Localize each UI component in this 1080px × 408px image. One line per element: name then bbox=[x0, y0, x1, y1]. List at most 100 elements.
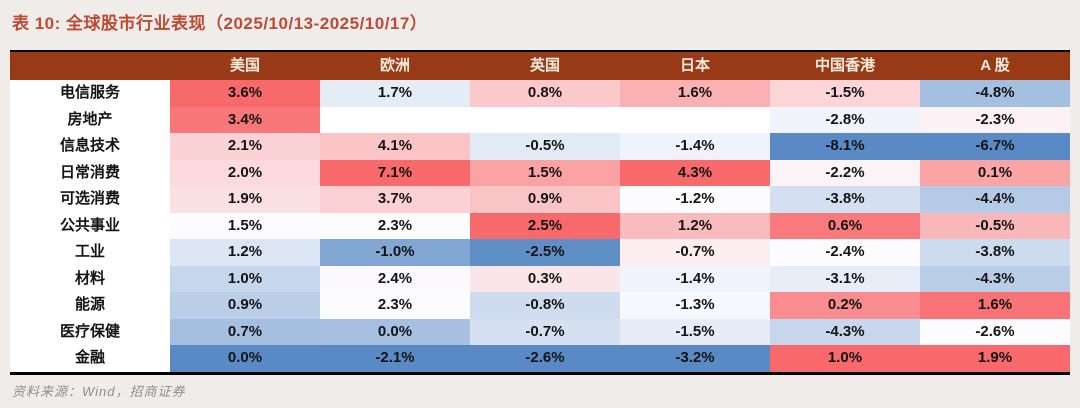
value-cell: 2.1% bbox=[170, 133, 320, 160]
value-cell: 2.3% bbox=[320, 212, 470, 239]
sector-label: 工业 bbox=[10, 239, 170, 266]
value-cell: -0.5% bbox=[920, 212, 1070, 239]
table-body: 电信服务 3.6% 1.7% 0.8% 1.6% -1.5% -4.8% 房地产 3.4% -2.… bbox=[10, 80, 1070, 372]
value-cell: -2.1% bbox=[320, 345, 470, 372]
value-cell: 0.3% bbox=[470, 265, 620, 292]
value-cell: -1.5% bbox=[770, 80, 920, 107]
value-cell: 3.7% bbox=[320, 186, 470, 213]
value-cell: -4.8% bbox=[920, 80, 1070, 107]
value-cell: -1.2% bbox=[620, 186, 770, 213]
table-row: 公共事业 1.5% 2.3% 2.5% 1.2% 0.6% -0.5% bbox=[10, 212, 1070, 239]
value-cell: -3.1% bbox=[770, 265, 920, 292]
value-cell: 1.7% bbox=[320, 80, 470, 107]
value-cell bbox=[620, 106, 770, 133]
value-cell: 0.8% bbox=[470, 80, 620, 107]
value-cell: -4.3% bbox=[920, 265, 1070, 292]
value-cell: -1.4% bbox=[620, 133, 770, 160]
table-row: 医疗保健 0.7% 0.0% -0.7% -1.5% -4.3% -2.6% bbox=[10, 318, 1070, 345]
table-row: 材料 1.0% 2.4% 0.3% -1.4% -3.1% -4.3% bbox=[10, 265, 1070, 292]
sector-performance-table: 美国 欧洲 英国 日本 中国香港 A 股 电信服务 3.6% 1.7% 0.8% 1.6% -1.5… bbox=[10, 50, 1070, 375]
value-cell: 1.6% bbox=[920, 292, 1070, 319]
value-cell: -2.2% bbox=[770, 159, 920, 186]
value-cell: -3.2% bbox=[620, 345, 770, 372]
value-cell bbox=[470, 106, 620, 133]
value-cell: -1.5% bbox=[620, 318, 770, 345]
value-cell: 2.0% bbox=[170, 159, 320, 186]
value-cell: 2.5% bbox=[470, 212, 620, 239]
value-cell: 1.9% bbox=[170, 186, 320, 213]
value-cell: -8.1% bbox=[770, 133, 920, 160]
value-cell: 0.1% bbox=[920, 159, 1070, 186]
table-row: 可选消费 1.9% 3.7% 0.9% -1.2% -3.8% -4.4% bbox=[10, 186, 1070, 213]
column-header: 美国 bbox=[229, 57, 260, 74]
column-header: 日本 bbox=[679, 57, 710, 74]
value-cell: -2.4% bbox=[770, 239, 920, 266]
value-cell: 1.2% bbox=[170, 239, 320, 266]
table-row: 工业 1.2% -1.0% -2.5% -0.7% -2.4% -3.8% bbox=[10, 239, 1070, 266]
value-cell: -1.3% bbox=[620, 292, 770, 319]
value-cell: 1.5% bbox=[170, 212, 320, 239]
value-cell: -6.7% bbox=[920, 133, 1070, 160]
value-cell: 2.3% bbox=[320, 292, 470, 319]
table-row: 日常消费 2.0% 7.1% 1.5% 4.3% -2.2% 0.1% bbox=[10, 159, 1070, 186]
value-cell: -4.4% bbox=[920, 186, 1070, 213]
value-cell: 2.4% bbox=[320, 265, 470, 292]
value-cell bbox=[320, 106, 470, 133]
source-note: 资料来源：Wind，招商证券 bbox=[12, 384, 186, 399]
value-cell: 1.0% bbox=[770, 345, 920, 372]
value-cell: -0.7% bbox=[470, 318, 620, 345]
column-header: 英国 bbox=[529, 57, 560, 74]
sector-label: 金融 bbox=[10, 345, 170, 372]
value-cell: -3.8% bbox=[770, 186, 920, 213]
value-cell: 1.5% bbox=[470, 159, 620, 186]
column-header: 欧洲 bbox=[379, 57, 410, 74]
value-cell: 1.9% bbox=[920, 345, 1070, 372]
value-cell: 0.7% bbox=[170, 318, 320, 345]
value-cell: 7.1% bbox=[320, 159, 470, 186]
value-cell: 1.0% bbox=[170, 265, 320, 292]
table-row: 金融 0.0% -2.1% -2.6% -3.2% 1.0% 1.9% bbox=[10, 345, 1070, 372]
value-cell: -2.6% bbox=[470, 345, 620, 372]
value-cell: -2.6% bbox=[920, 318, 1070, 345]
sector-label: 日常消费 bbox=[10, 159, 170, 186]
value-cell: -0.5% bbox=[470, 133, 620, 160]
sector-label: 材料 bbox=[10, 265, 170, 292]
table-row: 电信服务 3.6% 1.7% 0.8% 1.6% -1.5% -4.8% bbox=[10, 80, 1070, 107]
value-cell: 0.9% bbox=[170, 292, 320, 319]
value-cell: -0.8% bbox=[470, 292, 620, 319]
value-cell: 0.0% bbox=[320, 318, 470, 345]
value-cell: -4.3% bbox=[770, 318, 920, 345]
value-cell: -3.8% bbox=[920, 239, 1070, 266]
value-cell: 0.9% bbox=[470, 186, 620, 213]
value-cell: -2.3% bbox=[920, 106, 1070, 133]
value-cell: -1.4% bbox=[620, 265, 770, 292]
sector-label: 电信服务 bbox=[10, 80, 170, 107]
table-row: 房地产 3.4% -2.8% -2.3% bbox=[10, 106, 1070, 133]
value-cell: -0.7% bbox=[620, 239, 770, 266]
value-cell: 0.6% bbox=[770, 212, 920, 239]
value-cell: 3.6% bbox=[170, 80, 320, 107]
column-header: 中国香港 bbox=[814, 57, 875, 74]
value-cell: 0.2% bbox=[770, 292, 920, 319]
value-cell: -2.5% bbox=[470, 239, 620, 266]
value-cell: 4.1% bbox=[320, 133, 470, 160]
table-row: 信息技术 2.1% 4.1% -0.5% -1.4% -8.1% -6.7% bbox=[10, 133, 1070, 160]
value-cell: 0.0% bbox=[170, 345, 320, 372]
sector-label: 房地产 bbox=[10, 106, 170, 133]
sector-label: 信息技术 bbox=[10, 133, 170, 160]
header-row: 美国 欧洲 英国 日本 中国香港 A 股 bbox=[10, 52, 1070, 80]
value-cell: -1.0% bbox=[320, 239, 470, 266]
value-cell: 1.6% bbox=[620, 80, 770, 107]
table-title: 表 10: 全球股市行业表现（2025/10/13-2025/10/17） bbox=[12, 14, 428, 33]
table-row: 能源 0.9% 2.3% -0.8% -1.3% 0.2% 1.6% bbox=[10, 292, 1070, 319]
column-header: A 股 bbox=[980, 57, 1010, 74]
sector-label: 能源 bbox=[10, 292, 170, 319]
value-cell: 4.3% bbox=[620, 159, 770, 186]
value-cell: 3.4% bbox=[170, 106, 320, 133]
sector-label: 公共事业 bbox=[10, 212, 170, 239]
value-cell: -2.8% bbox=[770, 106, 920, 133]
header-corner-cell bbox=[10, 52, 170, 80]
value-cell: 1.2% bbox=[620, 212, 770, 239]
sector-label: 医疗保健 bbox=[10, 318, 170, 345]
